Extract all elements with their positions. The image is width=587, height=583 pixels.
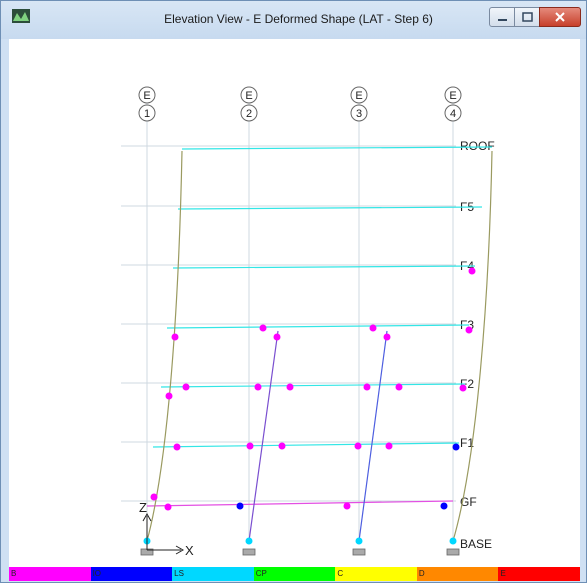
deformed-beam [160,383,466,388]
story-label: GF [460,495,477,509]
hinge-b[interactable] [246,442,254,450]
grid-bubble-number-label: 2 [246,108,252,120]
hinge-ls[interactable] [449,537,457,545]
hinge-b[interactable] [173,443,181,451]
grid-bubble-number [240,104,258,122]
grid-bubble-number-label: 1 [144,108,150,120]
hinge-b[interactable] [164,503,172,511]
story-label: BASE [460,537,492,551]
grid-bubble-line-label: E [355,90,362,102]
deformed-beam [146,500,454,507]
grid-bubble-line [240,86,258,104]
hinge-io[interactable] [440,502,448,510]
minimize-icon [498,19,507,21]
deformed-beam [177,206,483,210]
legend-item-c[interactable]: C [335,567,417,581]
grid-bubble-line [444,86,462,104]
grid-bubble-line-label: E [245,90,252,102]
hinge-b[interactable] [259,324,267,332]
close-icon [555,12,565,22]
base-support [352,548,366,556]
hinge-b[interactable] [354,442,362,450]
hinge-ls[interactable] [245,537,253,545]
hinge-io[interactable] [236,502,244,510]
legend-item-d[interactable]: D [416,567,499,581]
title-bar[interactable]: Elevation View - E Deformed Shape (LAT -… [1,1,586,39]
deformed-column-3 [358,330,388,542]
deformed-beam [181,146,493,150]
grid-bubble-line-label: E [449,90,456,102]
hinge-b[interactable] [468,267,476,275]
axis-z-arrow-icon [142,512,152,522]
grid-bubble-number-label: 4 [450,108,456,120]
close-button[interactable] [539,7,581,27]
axis-x-arrow-icon [175,545,185,555]
axis-z-label: Z [139,500,147,515]
legend-item-e[interactable]: E [498,567,581,581]
window-title: Elevation View - E Deformed Shape (LAT -… [164,12,433,26]
hinge-b[interactable] [459,384,467,392]
hinge-b[interactable] [369,324,377,332]
base-support [242,548,256,556]
hinge-state-legend: B IO LS CP C D E [9,567,581,581]
hinge-b[interactable] [343,502,351,510]
legend-item-ls[interactable]: LS [172,567,254,581]
maximize-icon [522,12,533,22]
axis-x-label: X [185,543,194,558]
hinge-b[interactable] [254,383,262,391]
story-label: ROOF [460,139,495,153]
grid-bubble-line-label: E [143,90,150,102]
deformed-beam [172,265,476,269]
elevation-view-canvas[interactable]: E 1 E 2 E 3 E 4 ROOF F5 F4 F3 F2 F1 GF BASE Z X [9,39,580,567]
legend-item-io[interactable]: IO [90,567,173,581]
legend-item-cp[interactable]: CP [253,567,336,581]
app-icon [12,9,30,23]
grid-bubble-number [444,104,462,122]
base-support [446,548,460,556]
grid-bubble-line [350,86,368,104]
hinge-b[interactable] [385,442,393,450]
legend-item-b[interactable]: B [9,567,91,581]
deformed-beam [166,324,470,329]
hinge-b[interactable] [383,333,391,341]
hinge-b[interactable] [165,392,173,400]
story-label: F1 [460,436,474,450]
deformed-beam [152,442,460,448]
hinge-io[interactable] [452,443,460,451]
hinge-ls[interactable] [355,537,363,545]
maximize-button[interactable] [514,7,540,27]
minimize-button[interactable] [489,7,515,27]
deformed-column-1 [146,150,183,542]
hinge-b[interactable] [171,333,179,341]
hinge-b[interactable] [286,383,294,391]
grid-bubble-line [138,86,156,104]
hinge-b[interactable] [363,383,371,391]
hinge-b[interactable] [182,383,190,391]
grid-bubble-number [350,104,368,122]
hinge-b[interactable] [278,442,286,450]
hinge-b[interactable] [273,333,281,341]
deformed-column-4 [452,150,493,542]
hinge-b[interactable] [465,326,473,334]
deformed-column-2 [248,330,279,542]
hinge-b[interactable] [150,493,158,501]
hinge-b[interactable] [395,383,403,391]
grid-bubble-number [138,104,156,122]
grid-bubble-number-label: 3 [356,108,362,120]
